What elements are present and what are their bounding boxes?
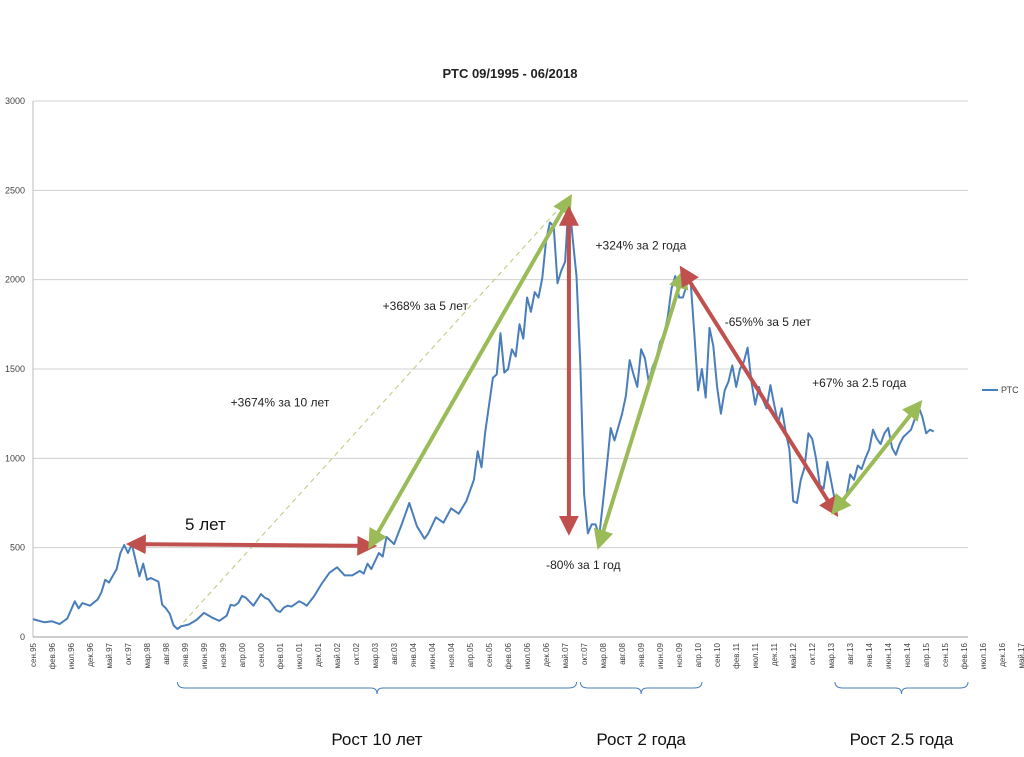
x-tick-label: май.07 <box>561 642 570 668</box>
x-tick-label: окт.12 <box>808 642 817 664</box>
brace <box>834 681 969 695</box>
x-tick-label: фев.06 <box>504 642 513 669</box>
x-tick-label: фев.16 <box>960 642 969 669</box>
brace-label: Рост 10 лет <box>331 730 422 749</box>
annotation-label: +3674% за 10 лет <box>231 396 330 410</box>
x-tick-label: фев.01 <box>276 642 285 669</box>
red-arrow <box>679 265 839 518</box>
x-tick-label: июн.99 <box>200 642 209 669</box>
x-tick-label: май.12 <box>789 642 798 668</box>
x-tick-label: май.97 <box>105 642 114 668</box>
y-tick-label: 1000 <box>5 453 25 463</box>
x-tick-label: сен.10 <box>713 642 722 667</box>
y-tick-label: 500 <box>10 543 25 553</box>
legend-label: РТС <box>1001 385 1019 395</box>
x-tick-label: дек.11 <box>770 642 779 666</box>
x-tick-label: сен.05 <box>485 642 494 667</box>
annotation-label: +67% за 2.5 года <box>812 376 906 390</box>
x-tick-label: апр.10 <box>694 642 703 667</box>
x-tick-label: янв.99 <box>181 642 190 667</box>
x-tick-label: дек.06 <box>542 642 551 666</box>
x-tick-label: авг.98 <box>162 642 171 664</box>
x-tick-label: мар.13 <box>827 642 836 668</box>
x-axis: сен.95 фев.96 июл.96 дек.96 май.97 окт.97 мар.… <box>29 636 1024 669</box>
x-tick-label: ноя.99 <box>219 642 228 667</box>
x-tick-label: ноя.04 <box>447 642 456 667</box>
annotation-label: -65%% за 5 лет <box>725 315 812 329</box>
x-tick-label: окт.97 <box>124 642 133 664</box>
legend: РТС <box>982 385 1019 395</box>
series-line <box>32 196 935 630</box>
x-tick-label: мар.08 <box>599 642 608 668</box>
x-tick-label: фев.96 <box>48 642 57 669</box>
annotation-label: +324% за 2 года <box>596 238 687 252</box>
brace <box>579 681 703 695</box>
x-tick-label: июл.11 <box>751 642 760 668</box>
x-tick-label: апр.05 <box>466 642 475 667</box>
x-tick-label: авг.03 <box>390 642 399 664</box>
x-tick-label: июл.96 <box>67 642 76 669</box>
x-tick-label: июн.04 <box>428 642 437 669</box>
x-tick-label: авг.08 <box>618 642 627 664</box>
x-tick-label: июн.14 <box>884 642 893 669</box>
annotations: +3674% за 10 лет +368% за 5 лет +324% за 2… <box>185 238 907 572</box>
green-arrow <box>593 268 689 550</box>
red-arrow <box>125 534 378 556</box>
x-tick-label: июл.01 <box>295 642 304 669</box>
x-tick-label: июл.06 <box>523 642 532 669</box>
y-tick-label: 1500 <box>5 364 25 374</box>
y-tick-label: 2000 <box>5 275 25 285</box>
brace <box>176 681 578 695</box>
x-tick-label: окт.07 <box>580 642 589 664</box>
chart-title: РТС 09/1995 - 06/2018 <box>443 66 578 81</box>
x-tick-label: дек.16 <box>998 642 1007 666</box>
x-tick-label: апр.15 <box>922 642 931 667</box>
x-tick-label: май.02 <box>333 642 342 668</box>
x-tick-label: мар.03 <box>371 642 380 668</box>
x-tick-label: май.17 <box>1017 642 1024 668</box>
x-tick-label: дек.96 <box>86 642 95 666</box>
brace-label: Рост 2.5 года <box>850 730 954 749</box>
y-axis-ticks: 0 500 1000 1500 2000 2500 3000 <box>5 96 25 642</box>
x-tick-label: мар.98 <box>143 642 152 668</box>
brace-label: Рост 2 года <box>596 730 686 749</box>
y-tick-label: 3000 <box>5 96 25 106</box>
y-tick-label: 2500 <box>5 185 25 195</box>
x-tick-label: дек.01 <box>314 642 323 666</box>
x-tick-label: сен.00 <box>257 642 266 667</box>
x-tick-label: янв.14 <box>865 642 874 667</box>
series-rts <box>32 196 935 630</box>
x-tick-label: фев.11 <box>732 642 741 668</box>
x-tick-label: ноя.14 <box>903 642 912 667</box>
x-tick-label: ноя.09 <box>675 642 684 667</box>
x-tick-label: сен.95 <box>29 642 38 667</box>
x-tick-label: окт.02 <box>352 642 361 664</box>
x-tick-label: авг.13 <box>846 642 855 664</box>
annotation-arrows <box>125 194 923 556</box>
x-tick-label: янв.04 <box>409 642 418 667</box>
x-tick-label: сен.15 <box>941 642 950 667</box>
grid-lines <box>32 100 968 638</box>
y-tick-label: 0 <box>20 632 25 642</box>
x-tick-label: янв.09 <box>637 642 646 667</box>
period-braces: Рост 10 лет Рост 2 года Рост 2.5 года <box>176 681 969 749</box>
green-arrow <box>368 194 572 550</box>
annotation-label: 5 лет <box>185 515 226 534</box>
green-arrow <box>831 400 923 515</box>
annotation-label: -80% за 1 год <box>546 558 620 572</box>
annotation-label: +368% за 5 лет <box>383 299 469 313</box>
x-tick-label: июл.16 <box>979 642 988 669</box>
x-tick-label: июн.09 <box>656 642 665 669</box>
x-tick-label: апр.00 <box>238 642 247 667</box>
